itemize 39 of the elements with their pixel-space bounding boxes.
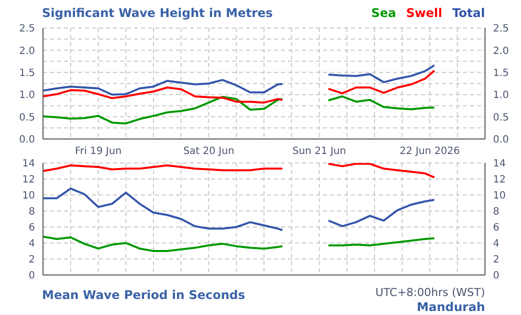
y2-tick-label: 1.5	[493, 68, 509, 79]
text: Total	[452, 6, 485, 20]
y2-tick-label: 8	[493, 206, 500, 218]
text: Mandurah	[416, 300, 485, 314]
x-tick-label: Sun 21 Jun	[292, 146, 346, 158]
y-tick-label: 6	[28, 222, 35, 234]
y-tick-label: 0.0	[19, 134, 35, 146]
y-tick-label: 0	[28, 270, 35, 282]
y-tick-label: 0.5	[19, 112, 35, 124]
y2-tick-label: 6	[493, 222, 500, 234]
y-tick-label: 1.5	[19, 68, 35, 79]
y2-tick-label: 2.5	[493, 24, 509, 35]
y2-tick-label: 10	[493, 190, 506, 202]
y2-tick-label: 0	[493, 270, 500, 282]
y2-tick-label: 0.0	[493, 134, 509, 146]
y-tick-label: 10	[22, 190, 35, 202]
y-tick-label: 14	[22, 158, 35, 170]
y2-tick-label: 12	[493, 174, 506, 186]
y2-tick-label: 1.0	[493, 90, 509, 102]
y2-tick-label: 2.0	[493, 46, 509, 57]
y-tick-label: 2.5	[19, 24, 35, 35]
y-tick-label: 2.0	[19, 46, 35, 57]
text: Mean Wave Period in Seconds	[42, 288, 246, 302]
text: Sea	[371, 6, 396, 20]
y-tick-label: 2	[28, 254, 35, 266]
text: Swell	[406, 6, 442, 20]
y2-tick-label: 2	[493, 254, 500, 266]
y-tick-label: 1.0	[19, 90, 35, 102]
y-tick-label: 4	[28, 238, 35, 250]
y-tick-label: 12	[22, 174, 35, 186]
y2-tick-label: 4	[493, 238, 500, 250]
y2-tick-label: 0.5	[493, 112, 509, 124]
x-tick-label: 22 Jun 2026	[400, 146, 460, 158]
y-tick-label: 8	[28, 206, 35, 218]
text: UTC+8:00hrs (WST)	[375, 286, 485, 299]
chart-title: Significant Wave Height in Metres	[42, 6, 273, 20]
x-tick-label: Fri 19 Jun	[74, 146, 122, 158]
x-tick-label: Sat 20 Jun	[183, 146, 234, 158]
y2-tick-label: 14	[493, 158, 506, 170]
